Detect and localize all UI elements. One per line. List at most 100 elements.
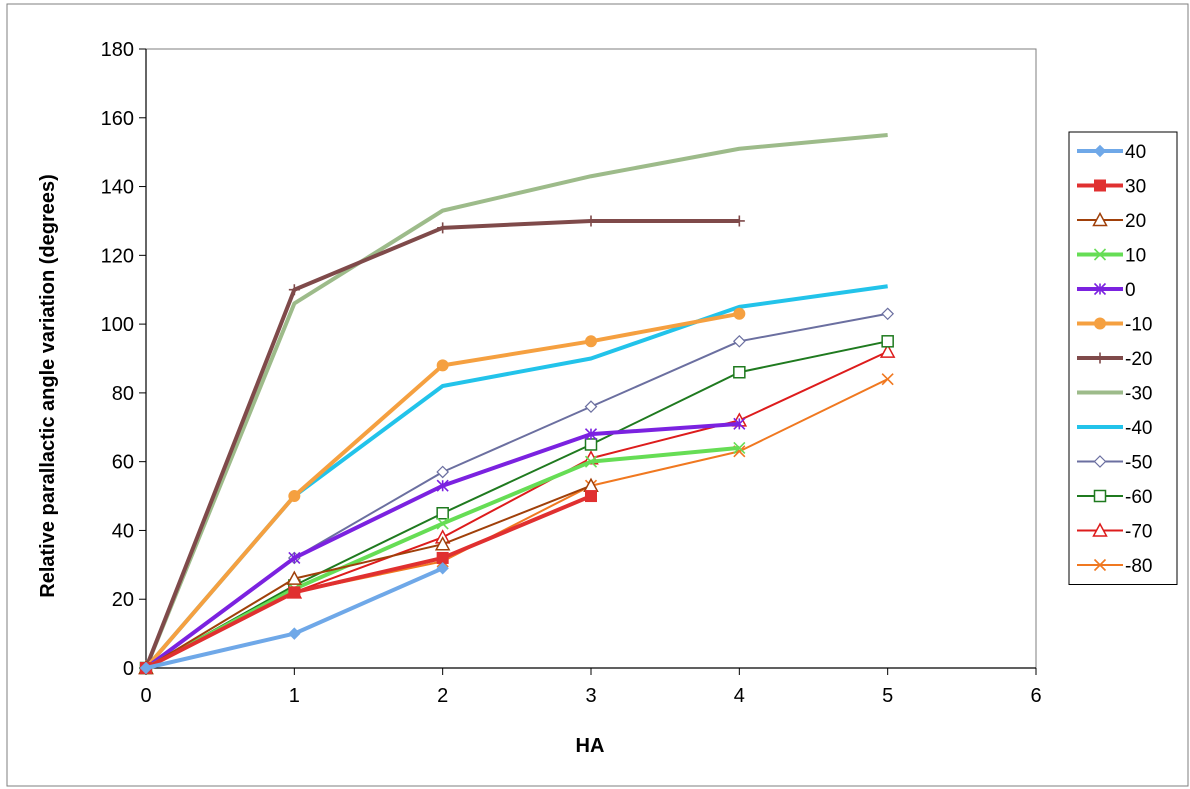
x-tick-label: 3	[585, 685, 596, 707]
data-point	[585, 335, 597, 348]
legend-label: -80	[1125, 556, 1152, 577]
series-line	[145, 484, 592, 669]
y-tick-label: 160	[101, 108, 134, 130]
legend-label: -30	[1125, 384, 1152, 405]
data-point	[434, 536, 451, 551]
legend-item: -20	[1077, 349, 1152, 370]
legend-item: -40	[1077, 418, 1152, 439]
data-point	[733, 215, 745, 227]
series--60	[139, 335, 894, 675]
data-point	[288, 586, 301, 599]
y-axis-title: Relative parallactic angle variation (de…	[37, 174, 59, 598]
y-tick-label: 120	[101, 245, 134, 267]
data-point	[879, 343, 896, 358]
legend-item: 20	[1077, 211, 1146, 232]
legend-label: 30	[1125, 177, 1146, 198]
legend-label: 10	[1125, 246, 1146, 267]
data-point	[436, 562, 449, 575]
y-tick-label: 180	[101, 39, 134, 61]
data-point	[584, 438, 598, 451]
data-point	[1093, 489, 1107, 503]
series--80	[139, 373, 894, 675]
legend-label: -70	[1125, 522, 1152, 543]
series-line	[145, 340, 888, 669]
data-point	[436, 517, 449, 530]
data-point	[437, 222, 449, 234]
data-point	[1093, 558, 1107, 572]
series--30	[144, 132, 888, 669]
legend-item: 10	[1077, 246, 1146, 267]
data-point	[1094, 179, 1106, 192]
series-40	[139, 562, 449, 675]
legend-label: -50	[1125, 453, 1152, 474]
y-tick-label: 40	[112, 520, 134, 542]
series-line	[145, 378, 889, 669]
data-point	[733, 307, 746, 320]
legend-label: 40	[1125, 142, 1146, 163]
x-tick-label: 0	[140, 685, 151, 707]
data-point	[288, 284, 300, 296]
legend-item: -60	[1077, 487, 1152, 508]
data-point	[286, 570, 303, 585]
data-point	[584, 455, 598, 468]
data-point	[436, 551, 449, 564]
data-point	[733, 441, 746, 454]
data-point	[733, 417, 746, 430]
x-tick-label: 4	[734, 685, 745, 707]
legend-label: -40	[1125, 418, 1152, 439]
series-line	[144, 132, 888, 669]
data-point	[1094, 317, 1106, 330]
data-point	[1093, 144, 1107, 158]
y-tick-label: 140	[101, 177, 134, 199]
legend-item: -50	[1077, 453, 1152, 474]
data-point	[139, 661, 153, 675]
legend-item: -30	[1077, 384, 1152, 405]
legend-item: -10	[1077, 315, 1152, 336]
data-point	[1092, 522, 1108, 537]
legend-label: -60	[1125, 487, 1152, 508]
y-tick-label: 80	[112, 383, 134, 405]
data-point	[585, 490, 597, 503]
y-tick-label: 60	[112, 452, 134, 474]
data-point	[881, 373, 894, 386]
chart-border	[6, 3, 1189, 787]
data-point	[881, 335, 894, 348]
x-tick-label: 6	[1030, 685, 1041, 707]
data-point	[436, 479, 449, 492]
data-point	[288, 551, 301, 565]
data-point	[584, 428, 598, 441]
legend-label: 20	[1125, 211, 1146, 232]
legend-item: -80	[1077, 556, 1152, 577]
data-point	[1093, 248, 1107, 261]
data-point	[881, 307, 895, 321]
y-tick-label: 20	[112, 589, 134, 611]
data-point	[288, 490, 301, 503]
legend-item: 0	[1077, 280, 1136, 301]
data-point	[733, 366, 746, 379]
legend-item: -70	[1077, 522, 1152, 543]
x-tick-label: 1	[289, 685, 300, 707]
legend-label: -10	[1125, 315, 1152, 336]
legend-item: 40	[1077, 142, 1146, 163]
x-axis-title: HA	[576, 735, 605, 757]
data-point	[732, 334, 746, 348]
data-point	[1093, 282, 1107, 296]
x-tick-label: 2	[437, 685, 448, 707]
x-tick-label: 5	[882, 685, 893, 707]
data-point	[436, 465, 450, 479]
legend-label: 0	[1125, 280, 1136, 301]
y-tick-label: 100	[101, 314, 134, 336]
data-point	[1094, 352, 1106, 364]
data-point	[288, 627, 301, 640]
data-point	[1093, 455, 1107, 468]
y-tick-label: 0	[123, 658, 134, 680]
legend-label: -20	[1125, 349, 1152, 370]
data-point	[585, 215, 597, 227]
series-line	[145, 494, 592, 670]
legend-item: 30	[1077, 177, 1146, 198]
data-point	[1092, 211, 1108, 227]
data-point	[436, 507, 449, 520]
data-point	[436, 359, 449, 372]
